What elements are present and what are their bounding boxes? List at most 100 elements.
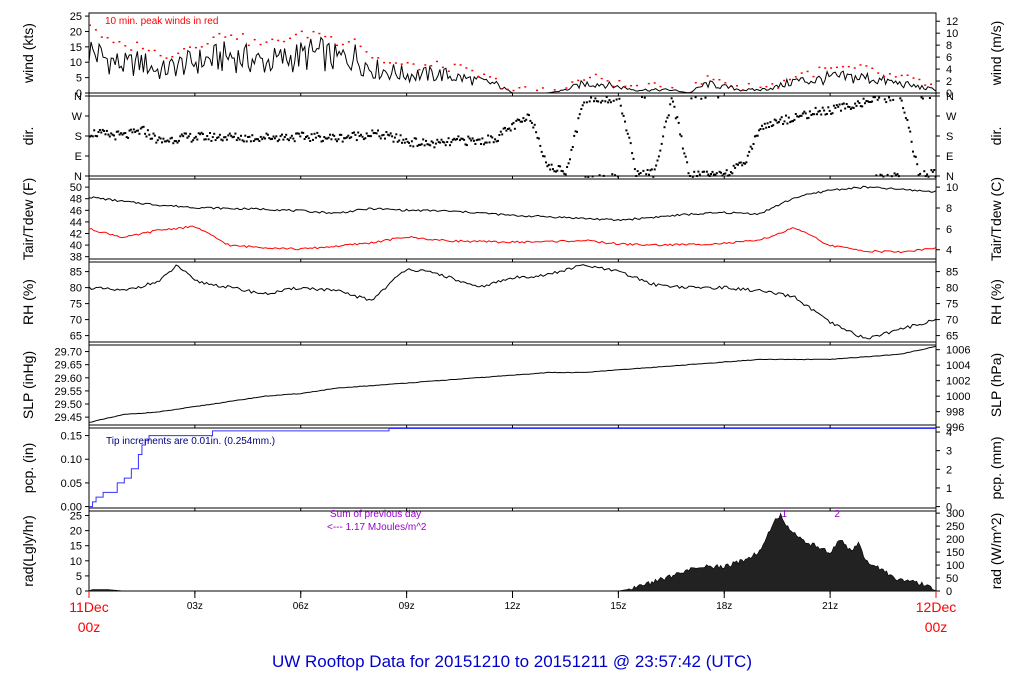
direction-point <box>907 126 910 129</box>
direction-point <box>902 107 905 110</box>
direction-point <box>871 100 874 103</box>
direction-point <box>703 170 706 173</box>
ytick-label: 44 <box>70 217 82 229</box>
direction-point <box>578 113 581 116</box>
direction-point <box>917 174 920 177</box>
direction-point <box>189 132 192 135</box>
peak-wind-point <box>306 36 309 39</box>
direction-point <box>681 147 684 150</box>
ytick-right-label: 50 <box>946 573 958 585</box>
peak-wind-point <box>436 60 438 63</box>
direction-point <box>896 173 899 176</box>
direction-point <box>696 175 698 177</box>
direction-point <box>312 138 314 141</box>
chart-panels: wind (kts) wind (m/s)05101520250246810121… <box>20 11 1004 598</box>
direction-point <box>398 139 401 142</box>
direction-point <box>838 103 841 106</box>
ytick-right-label: 4 <box>946 64 952 76</box>
ytick-right-label: 10 <box>946 182 958 194</box>
direction-point <box>320 140 323 143</box>
direction-point <box>605 96 608 98</box>
direction-point <box>436 138 439 141</box>
ylabel-rad: rad(Lgly/hr) <box>20 515 36 587</box>
direction-point <box>324 137 327 140</box>
ytick-label: 85 <box>70 267 82 279</box>
direction-point <box>930 169 933 172</box>
peak-wind-point <box>94 29 97 31</box>
direction-point <box>468 137 471 140</box>
direction-point <box>163 140 166 143</box>
direction-point <box>389 132 392 135</box>
direction-point <box>657 155 660 158</box>
direction-point <box>746 154 749 157</box>
direction-point <box>639 172 642 174</box>
direction-point <box>759 128 762 130</box>
peak-wind-point <box>147 49 150 52</box>
peak-wind-point <box>894 76 897 78</box>
direction-point <box>782 123 785 125</box>
ytick-label: 5 <box>76 73 82 85</box>
peak-wind-point <box>424 64 427 66</box>
direction-point <box>425 139 427 142</box>
direction-point <box>776 121 779 124</box>
direction-point <box>327 136 330 139</box>
direction-point <box>275 135 278 138</box>
ytick-right-label: 1006 <box>946 345 970 357</box>
direction-point <box>385 131 388 133</box>
ytick-label: 10 <box>70 556 82 568</box>
direction-point <box>698 173 701 176</box>
direction-point <box>602 174 605 177</box>
direction-point <box>110 132 113 135</box>
direction-point <box>501 133 504 136</box>
direction-point <box>310 133 313 136</box>
direction-point <box>553 170 556 173</box>
direction-point <box>769 121 772 124</box>
direction-point <box>665 120 667 123</box>
peak-wind-point <box>653 82 656 84</box>
direction-point <box>331 133 334 136</box>
direction-point <box>584 175 587 178</box>
peak-wind-point <box>865 65 868 67</box>
panel-temp: Tair/Tdew (F) Tair/Tdew (C)38404244464850… <box>20 177 1004 264</box>
peak-wind-point <box>524 86 527 88</box>
direction-point <box>180 133 183 136</box>
direction-point <box>233 135 235 138</box>
direction-point <box>272 135 275 138</box>
direction-point <box>789 121 792 124</box>
peak-wind-point <box>130 49 133 51</box>
direction-point <box>220 138 223 141</box>
peak-wind-point <box>789 78 791 81</box>
peak-wind-point <box>253 38 256 41</box>
ytick-label: 5 <box>76 571 82 583</box>
direction-point <box>93 129 96 132</box>
wind-annotation: 10 min. peak winds in red <box>105 16 218 27</box>
direction-point <box>225 138 228 141</box>
direction-point <box>552 168 554 171</box>
direction-point <box>560 169 563 172</box>
direction-point <box>717 96 720 99</box>
peak-wind-point <box>289 37 291 40</box>
direction-point <box>487 134 490 137</box>
direction-point <box>409 144 412 147</box>
direction-point <box>303 138 306 140</box>
direction-point <box>731 172 734 175</box>
ytick-right-label: 200 <box>946 534 964 546</box>
direction-point <box>492 141 495 144</box>
direction-point <box>927 175 930 178</box>
direction-point <box>921 97 924 100</box>
direction-point <box>465 144 468 147</box>
direction-point <box>391 135 394 138</box>
direction-point <box>597 100 600 103</box>
direction-point <box>593 100 595 103</box>
direction-point <box>433 146 436 149</box>
ytick-label: S <box>75 131 82 143</box>
ytick-right-label: 1002 <box>946 376 970 388</box>
direction-point <box>890 175 893 178</box>
direction-point <box>728 174 731 177</box>
direction-point <box>878 96 881 99</box>
peak-wind-point <box>918 78 921 81</box>
direction-point <box>337 138 340 141</box>
direction-point <box>402 138 405 141</box>
direction-point <box>134 131 137 133</box>
ytick-label: 42 <box>70 228 82 240</box>
